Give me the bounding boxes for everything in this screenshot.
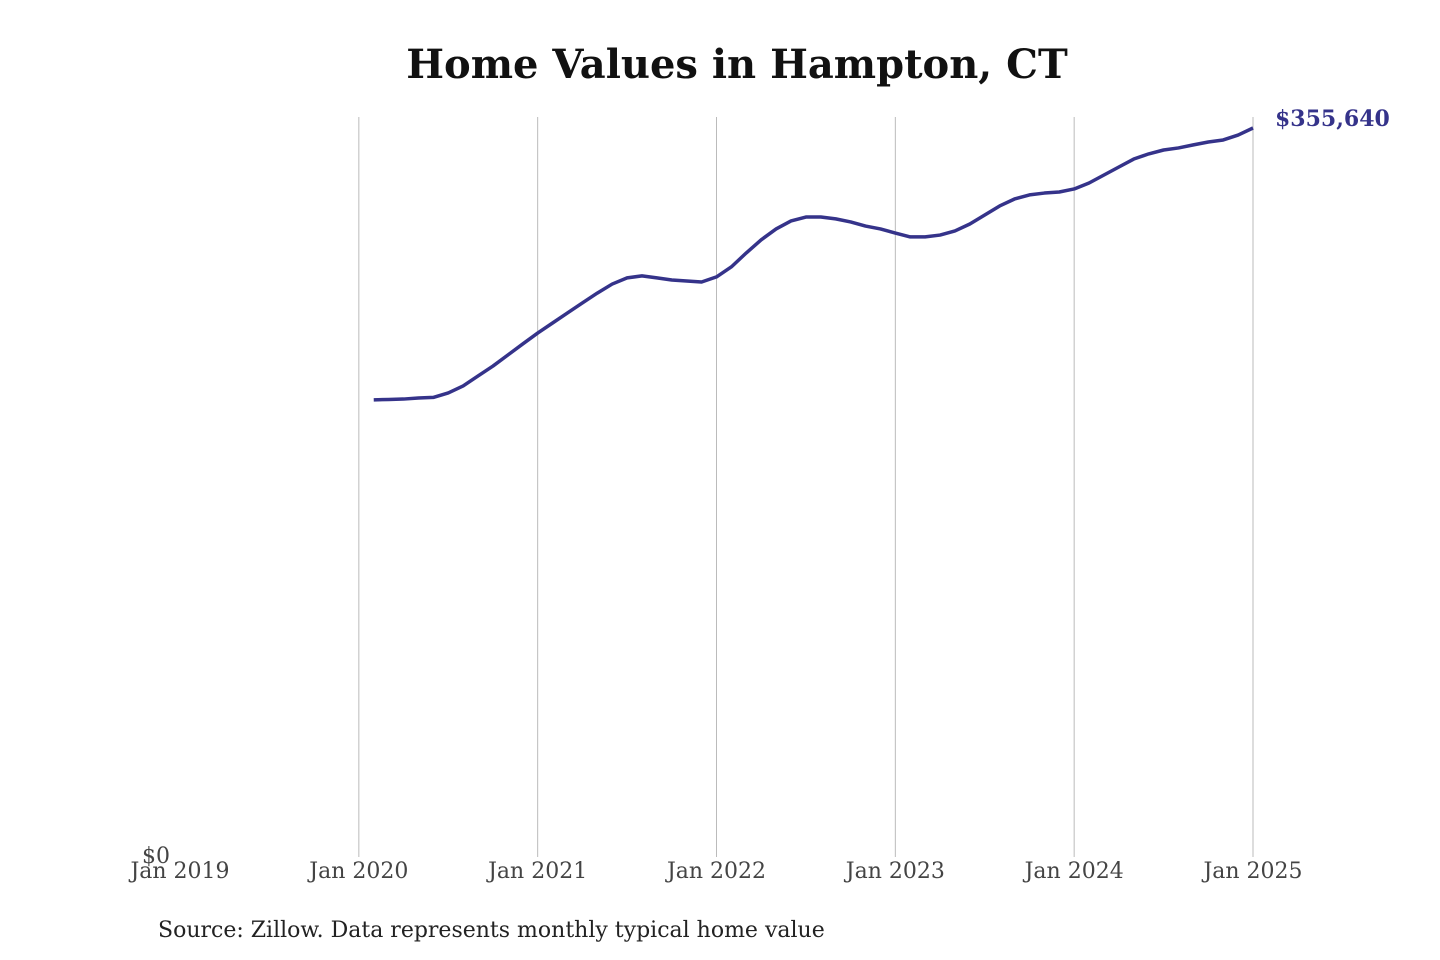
x-tick-label: Jan 2024: [1023, 859, 1124, 884]
source-note: Source: Zillow. Data represents monthly …: [158, 918, 825, 943]
x-tick-label: Jan 2020: [307, 859, 408, 884]
x-tick-label: Jan 2021: [486, 859, 587, 884]
line-series: [373, 126, 1254, 402]
x-tick-label: Jan 2022: [665, 859, 766, 884]
x-tick-label: Jan 2023: [844, 859, 945, 884]
y-tick-label: $0: [142, 844, 170, 869]
x-tick-label: Jan 2025: [1201, 859, 1302, 884]
x-tick-label: Jan 2019: [128, 859, 229, 884]
value-label: $355,640: [1275, 106, 1390, 132]
chart-title: Home Values in Hampton, CT: [406, 41, 1068, 88]
